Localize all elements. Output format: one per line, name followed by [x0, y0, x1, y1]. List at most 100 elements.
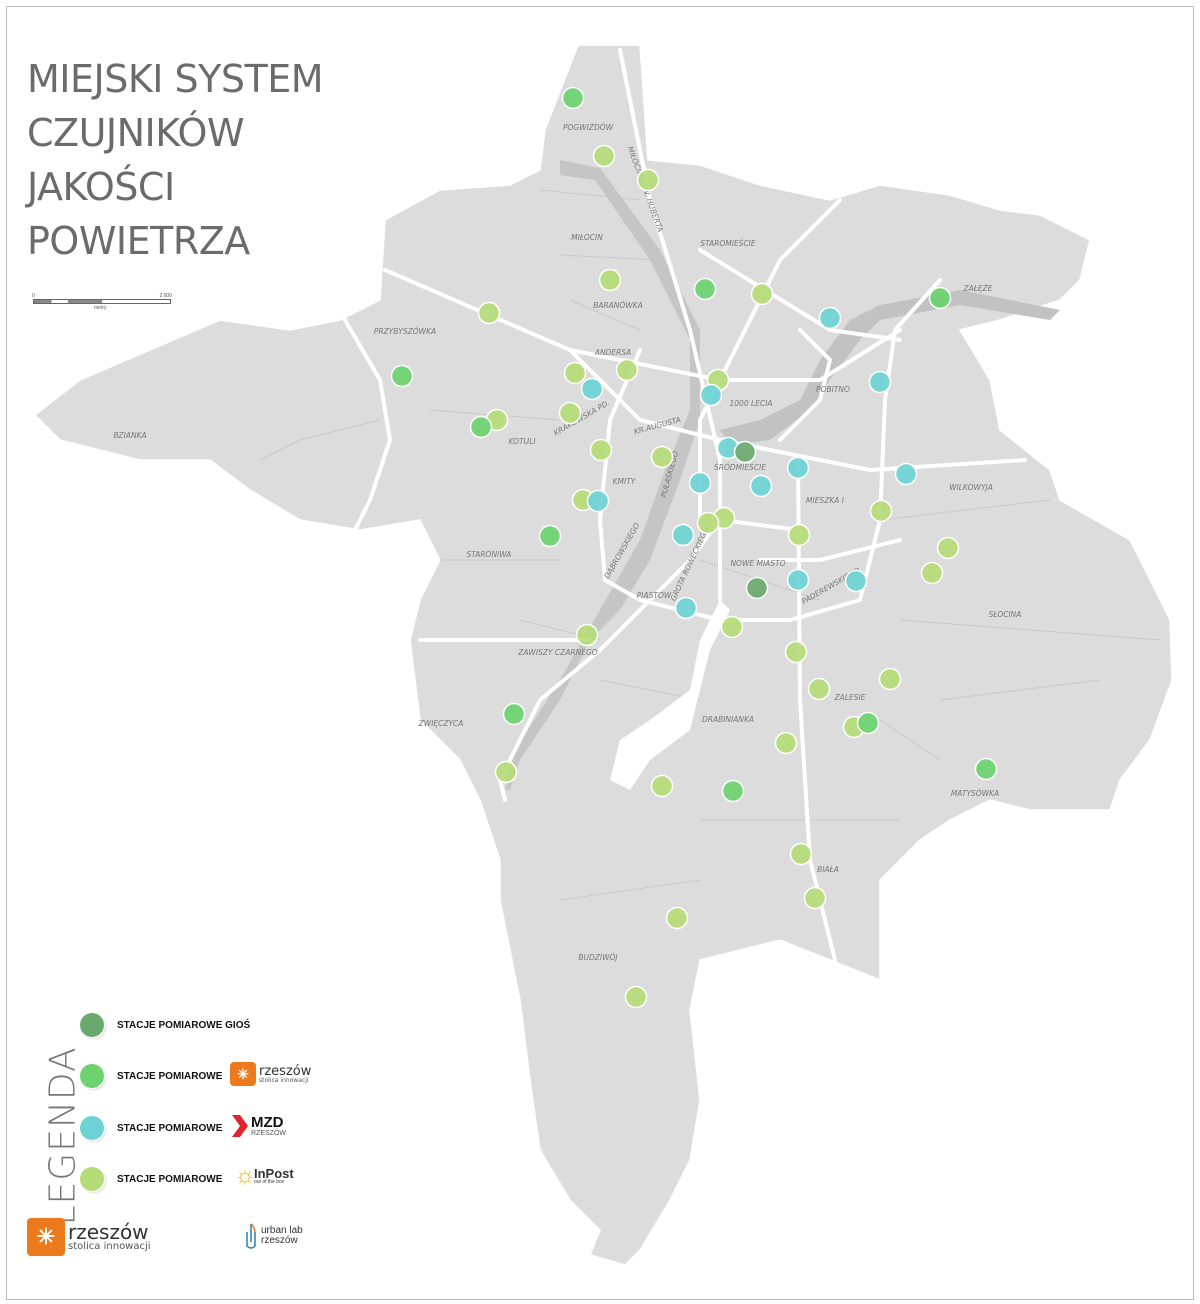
title-line: MIEJSKI SYSTEM: [27, 57, 324, 101]
station-marker-inpost[interactable]: [878, 667, 902, 691]
map-title: MIEJSKI SYSTEM CZUJNIKÓW JAKOŚCI POWIETR…: [27, 52, 324, 268]
district-label: POBITNO: [816, 385, 850, 394]
station-marker-inpost[interactable]: [494, 760, 518, 784]
logo-text: rzeszów: [261, 1235, 298, 1246]
station-marker-mzd[interactable]: [699, 383, 723, 407]
station-marker-inpost[interactable]: [558, 401, 582, 425]
station-marker-inpost[interactable]: [650, 774, 674, 798]
station-marker-inpost[interactable]: [774, 731, 798, 755]
rzeszow-logo-icon: ✳: [230, 1062, 256, 1086]
station-marker-inpost[interactable]: [803, 886, 827, 910]
rzeszow-logo-small: ✳ rzeszów stolica innowacji: [230, 1062, 311, 1086]
station-marker-inpost[interactable]: [787, 523, 811, 547]
stations-layer: [390, 86, 998, 1009]
district-label: PIASTÓW: [637, 591, 672, 600]
legend-item-inpost: STACJE POMIAROWE: [80, 1167, 222, 1191]
station-marker-inpost[interactable]: [784, 640, 808, 664]
logo-text: rzeszów: [68, 1220, 149, 1244]
station-marker-inpost[interactable]: [807, 677, 831, 701]
station-marker-inpost[interactable]: [920, 561, 944, 585]
legend-item-gios: STACJE POMIAROWE GIOŚ: [80, 1013, 250, 1037]
legend-dot-inpost: [80, 1167, 104, 1191]
station-marker-inpost[interactable]: [720, 615, 744, 639]
district-label: STARONIWA: [467, 550, 512, 559]
district-label: MIESZKA I: [806, 496, 845, 505]
station-marker-mzd[interactable]: [671, 523, 695, 547]
district-label: STAROMIEŚCIE: [700, 239, 756, 248]
station-marker-gios[interactable]: [745, 576, 769, 600]
scale-end: 2 000: [159, 293, 172, 299]
station-marker-rzeszow[interactable]: [538, 524, 562, 548]
station-marker-rzeszow[interactable]: [390, 364, 414, 388]
district-label: SŁOCINA: [989, 610, 1022, 619]
station-marker-inpost[interactable]: [750, 282, 774, 306]
station-marker-inpost[interactable]: [636, 168, 660, 192]
station-marker-inpost[interactable]: [665, 906, 689, 930]
station-marker-mzd[interactable]: [818, 306, 842, 330]
district-label: PRZYBYSZÓWKA: [374, 327, 436, 336]
station-marker-rzeszow[interactable]: [469, 415, 493, 439]
rzeszow-logo-main: ✳ rzeszów stolica innowacji: [27, 1218, 151, 1256]
district-label: DRABINIANKA: [702, 715, 754, 724]
logo-text: stolica innowacji: [259, 1076, 309, 1084]
station-marker-rzeszow[interactable]: [974, 757, 998, 781]
legend-label: STACJE POMIAROWE GIOŚ: [117, 1019, 251, 1031]
station-marker-inpost[interactable]: [575, 623, 599, 647]
district-label: MIŁOCIN: [571, 233, 603, 242]
station-marker-inpost[interactable]: [477, 301, 501, 325]
station-marker-inpost[interactable]: [789, 842, 813, 866]
station-marker-inpost[interactable]: [869, 499, 893, 523]
station-marker-rzeszow[interactable]: [928, 286, 952, 310]
legend-dot-mzd: [80, 1116, 104, 1140]
station-marker-rzeszow[interactable]: [856, 711, 880, 735]
station-marker-mzd[interactable]: [894, 462, 918, 486]
district-label: BZIANKA: [113, 431, 146, 440]
station-marker-mzd[interactable]: [868, 370, 892, 394]
logo-text: urban lab: [261, 1225, 303, 1236]
scale-unit: metry: [94, 305, 107, 311]
map-frame: [6, 6, 1194, 1300]
station-marker-inpost[interactable]: [624, 985, 648, 1009]
station-marker-inpost[interactable]: [650, 445, 674, 469]
logo-text: MZD: [251, 1114, 284, 1131]
legend-label: STACJE POMIAROWE: [117, 1173, 223, 1185]
station-marker-inpost[interactable]: [598, 268, 622, 292]
station-marker-rzeszow[interactable]: [561, 86, 585, 110]
station-marker-mzd[interactable]: [586, 489, 610, 513]
sun-icon: ☼: [234, 1162, 256, 1189]
station-marker-inpost[interactable]: [696, 511, 720, 535]
station-marker-mzd[interactable]: [786, 568, 810, 592]
station-marker-mzd[interactable]: [786, 456, 810, 480]
station-marker-rzeszow[interactable]: [502, 702, 526, 726]
station-marker-mzd[interactable]: [580, 377, 604, 401]
title-line: CZUJNIKÓW: [27, 111, 245, 155]
logo-text: out of the box: [254, 1179, 285, 1185]
mzd-chevron-icon: [232, 1115, 248, 1137]
urban-lab-logo: urban lab rzeszów: [244, 1222, 303, 1250]
legend-item-rzeszow: STACJE POMIAROWE: [80, 1064, 222, 1088]
station-marker-rzeszow[interactable]: [693, 277, 717, 301]
station-marker-inpost[interactable]: [936, 536, 960, 560]
district-label: BARANÓWKA: [593, 301, 643, 310]
urban-lab-icon: [246, 1223, 256, 1249]
station-marker-mzd[interactable]: [844, 569, 868, 593]
scale-bar-graphic: [33, 299, 171, 304]
district-label: BIAŁA: [817, 865, 839, 874]
legend-item-mzd: STACJE POMIAROWE: [80, 1116, 222, 1140]
rzeszow-logo-icon: ✳: [27, 1218, 65, 1256]
station-marker-gios[interactable]: [733, 440, 757, 464]
station-marker-inpost[interactable]: [563, 361, 587, 385]
station-marker-mzd[interactable]: [688, 471, 712, 495]
station-marker-mzd[interactable]: [674, 596, 698, 620]
station-marker-rzeszow[interactable]: [721, 779, 745, 803]
logo-text: InPost: [254, 1166, 294, 1181]
station-marker-mzd[interactable]: [749, 474, 773, 498]
station-marker-inpost[interactable]: [589, 438, 613, 462]
station-marker-inpost[interactable]: [615, 358, 639, 382]
station-marker-inpost[interactable]: [592, 144, 616, 168]
district-label: KOTULI: [508, 437, 536, 446]
district-label: 1000 LECIA: [730, 399, 773, 408]
legend-title: LEGENDA: [42, 1046, 84, 1226]
district-label: ŚRÓDMIEŚCIE: [714, 463, 766, 472]
